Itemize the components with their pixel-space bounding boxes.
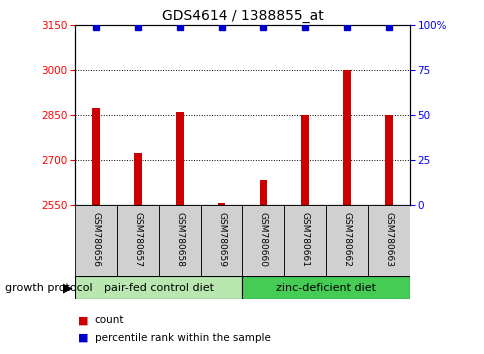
Bar xyxy=(158,205,200,276)
Text: zinc-deficient diet: zinc-deficient diet xyxy=(275,282,376,293)
Bar xyxy=(242,276,409,299)
Bar xyxy=(284,205,325,276)
Text: GSM780656: GSM780656 xyxy=(91,212,100,267)
Bar xyxy=(367,205,409,276)
Text: GDS4614 / 1388855_at: GDS4614 / 1388855_at xyxy=(161,9,323,23)
Text: ▶: ▶ xyxy=(63,281,73,294)
Bar xyxy=(217,203,225,205)
Text: GSM780661: GSM780661 xyxy=(300,212,309,267)
Bar xyxy=(75,276,242,299)
Bar xyxy=(176,112,183,205)
Text: pair-fed control diet: pair-fed control diet xyxy=(104,282,213,293)
Bar xyxy=(134,153,141,205)
Text: ■: ■ xyxy=(77,315,88,325)
Text: ■: ■ xyxy=(77,333,88,343)
Text: GSM780658: GSM780658 xyxy=(175,212,184,267)
Text: growth protocol: growth protocol xyxy=(5,282,92,293)
Text: GSM780657: GSM780657 xyxy=(133,212,142,267)
Text: GSM780660: GSM780660 xyxy=(258,212,267,267)
Text: GSM780659: GSM780659 xyxy=(217,212,226,267)
Bar xyxy=(200,205,242,276)
Text: GSM780662: GSM780662 xyxy=(342,212,351,267)
Text: count: count xyxy=(94,315,124,325)
Bar xyxy=(325,205,367,276)
Bar xyxy=(384,115,392,205)
Bar xyxy=(92,108,100,205)
Bar xyxy=(343,70,350,205)
Bar xyxy=(242,205,284,276)
Text: GSM780663: GSM780663 xyxy=(384,212,393,267)
Bar xyxy=(75,205,117,276)
Bar xyxy=(117,205,158,276)
Text: percentile rank within the sample: percentile rank within the sample xyxy=(94,333,270,343)
Bar xyxy=(301,115,308,205)
Bar xyxy=(259,180,267,205)
